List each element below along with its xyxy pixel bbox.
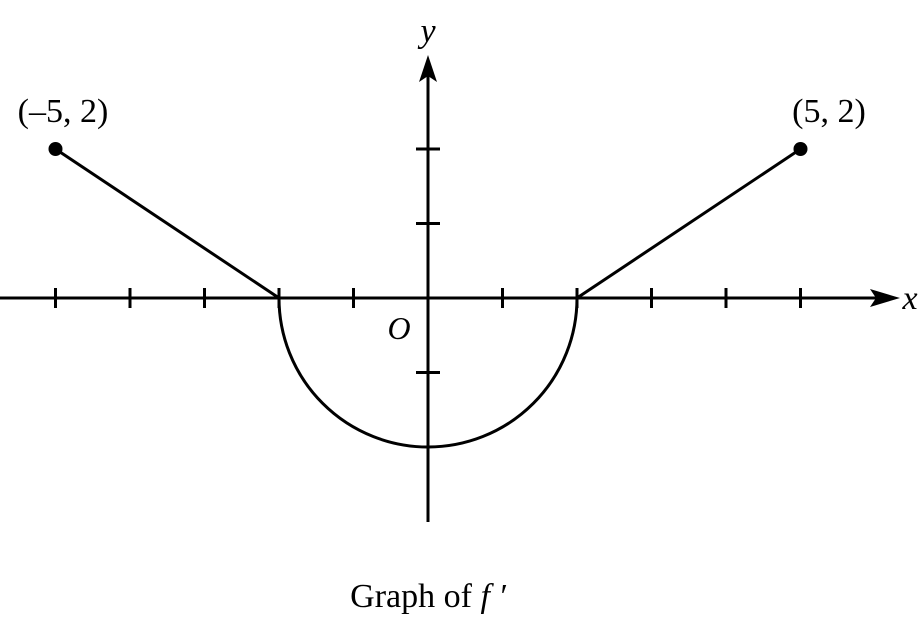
segment-semicircle-1 xyxy=(277,297,579,449)
curve xyxy=(54,147,802,449)
graph-caption: Graph of f ′ xyxy=(350,578,506,615)
x-axis-arrow xyxy=(870,289,900,307)
endpoint-dot-0 xyxy=(48,142,63,156)
segment-line-2 xyxy=(576,147,802,300)
point-label-right: (5, 2) xyxy=(792,93,866,130)
segment-line-0 xyxy=(54,147,280,300)
x-axis-label: x xyxy=(901,280,917,317)
y-axis-arrow xyxy=(419,55,437,82)
origin-label: O xyxy=(387,310,410,346)
endpoints xyxy=(48,142,808,156)
caption-function: f ′ xyxy=(480,578,506,615)
tick-marks xyxy=(54,147,802,374)
caption-prefix: Graph of xyxy=(350,578,480,615)
y-axis-label: y xyxy=(417,13,436,50)
endpoint-dot-1 xyxy=(793,142,808,156)
axes xyxy=(0,55,900,522)
point-label-left: (–5, 2) xyxy=(18,93,109,130)
